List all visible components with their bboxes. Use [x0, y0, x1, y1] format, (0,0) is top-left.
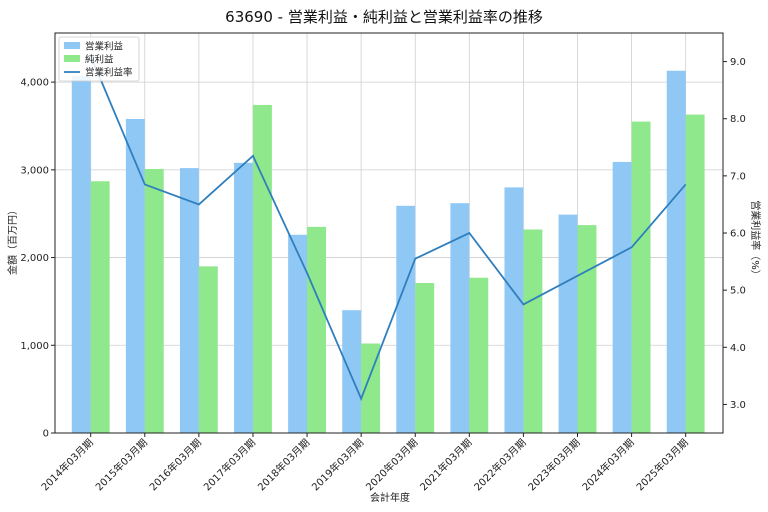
bar-net-profit — [198, 266, 218, 433]
chart-title: 63690 - 営業利益・純利益と営業利益率の推移 — [225, 8, 543, 26]
bar-net-profit — [685, 114, 705, 433]
legend-label: 営業利益 — [85, 41, 124, 53]
y-axis-label: 金額（百万円） — [6, 205, 19, 275]
bar-net-profit — [523, 229, 543, 433]
bar-net-profit — [577, 225, 597, 433]
x-tick-label: 2014年03月期 — [38, 436, 95, 493]
y2-axis-label: 営業利益率（%） — [749, 200, 762, 280]
bar-net-profit — [252, 104, 272, 434]
bar-operating-profit — [396, 205, 416, 433]
bar-operating-profit — [342, 310, 362, 433]
bar-net-profit — [307, 226, 326, 433]
bar-net-profit — [90, 181, 110, 433]
legend-swatch — [64, 55, 80, 62]
bar-operating-profit — [234, 162, 253, 433]
x-tick-label: 2016年03月期 — [147, 436, 204, 493]
legend-label: 営業利益率 — [85, 67, 133, 79]
x-tick-label: 2017年03月期 — [201, 436, 258, 493]
bars-layer — [71, 70, 705, 434]
y2-tick-label: 7.0 — [730, 171, 746, 182]
legend-label: 純利益 — [85, 54, 114, 66]
x-tick-label: 2023年03月期 — [525, 436, 582, 493]
x-tick-label: 2025年03月期 — [633, 436, 690, 493]
x-tick-label: 2020年03月期 — [363, 436, 420, 493]
y-tick-label: 0 — [43, 429, 49, 440]
x-tick-label: 2015年03月期 — [93, 436, 150, 493]
line-layer — [89, 55, 687, 402]
bar-operating-profit — [612, 161, 632, 433]
y-tick-label: 1,000 — [20, 341, 49, 352]
bar-net-profit — [144, 168, 164, 433]
x-tick-label: 2022年03月期 — [471, 436, 528, 493]
y2-tick-label: 4.0 — [730, 343, 746, 354]
x-tick-label: 2024年03月期 — [579, 436, 636, 493]
y-tick-label: 2,000 — [20, 253, 49, 264]
bar-operating-profit — [558, 214, 578, 433]
x-tick-label: 2018年03月期 — [255, 436, 312, 493]
y2-tick-label: 3.0 — [730, 400, 746, 411]
y-tick-label: 3,000 — [20, 165, 49, 176]
y2-tick-label: 5.0 — [730, 286, 746, 297]
bar-operating-profit — [288, 234, 308, 433]
bar-operating-profit — [666, 70, 686, 433]
y2-tick-label: 8.0 — [730, 114, 746, 125]
legend-swatch — [64, 42, 80, 49]
bar-operating-profit — [450, 203, 470, 433]
bar-operating-profit — [504, 187, 524, 433]
bar-net-profit — [415, 283, 435, 433]
x-tick-label: 2021年03月期 — [417, 436, 474, 493]
y2-tick-label: 9.0 — [730, 57, 746, 68]
bar-net-profit — [361, 343, 381, 433]
x-tick-label: 2019年03月期 — [309, 436, 366, 493]
bar-operating-profit — [179, 168, 199, 434]
y-tick-label: 4,000 — [20, 78, 49, 89]
bar-net-profit — [469, 277, 489, 433]
x-axis-label: 会計年度 — [370, 491, 410, 504]
y2-tick-label: 6.0 — [730, 229, 746, 240]
bar-operating-profit — [125, 118, 145, 434]
bar-net-profit — [631, 121, 651, 433]
line-operating-margin — [89, 55, 687, 402]
bar-operating-profit — [71, 75, 91, 433]
